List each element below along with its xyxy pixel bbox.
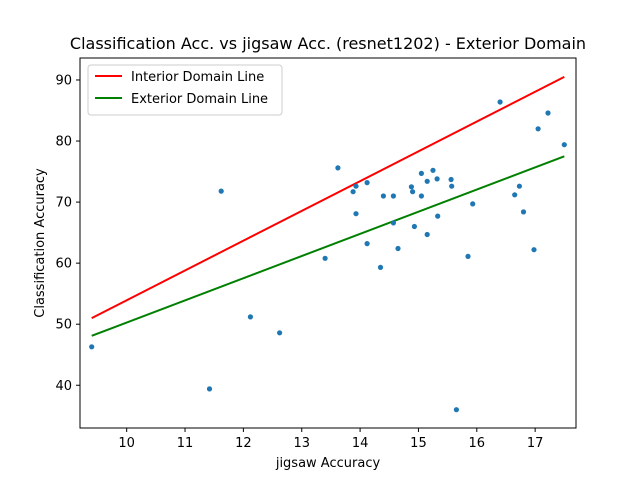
plot-area bbox=[89, 76, 567, 413]
y-tick-label: 70 bbox=[55, 196, 72, 211]
series-line-1 bbox=[91, 155, 565, 337]
x-tick-label: 17 bbox=[527, 436, 544, 451]
chart-title: Classification Acc. vs jigsaw Acc. (resn… bbox=[70, 34, 586, 53]
y-tick-label: 40 bbox=[55, 379, 72, 394]
y-tick-label: 80 bbox=[55, 135, 72, 150]
data-point bbox=[561, 142, 567, 148]
x-tick-label: 10 bbox=[118, 436, 135, 451]
data-point bbox=[531, 247, 537, 253]
data-point bbox=[512, 192, 518, 198]
data-point bbox=[435, 213, 441, 219]
x-tick-label: 12 bbox=[235, 436, 252, 451]
legend-label-0: Interior Domain Line bbox=[131, 70, 264, 85]
data-point bbox=[448, 176, 454, 183]
data-point bbox=[89, 344, 95, 350]
x-tick-label: 13 bbox=[293, 436, 310, 451]
legend-label-1: Exterior Domain Line bbox=[131, 92, 268, 107]
data-point bbox=[247, 314, 253, 320]
data-point bbox=[408, 184, 414, 190]
legend-box bbox=[87, 64, 283, 116]
data-point bbox=[335, 165, 341, 171]
data-point bbox=[364, 241, 370, 247]
data-point bbox=[353, 183, 359, 189]
y-axis: 40 50 60 70 80 90 bbox=[55, 73, 80, 394]
data-point bbox=[390, 193, 396, 199]
data-point bbox=[395, 245, 401, 252]
data-point bbox=[535, 126, 541, 132]
data-point bbox=[516, 183, 523, 189]
data-point bbox=[424, 231, 430, 238]
data-point bbox=[411, 223, 417, 230]
series-line-0 bbox=[91, 76, 565, 319]
x-axis-label: jigsaw Accuracy bbox=[275, 456, 381, 471]
data-point bbox=[424, 178, 430, 184]
data-point bbox=[380, 193, 386, 199]
data-point bbox=[465, 253, 471, 259]
x-tick-label: 14 bbox=[352, 436, 369, 451]
data-point bbox=[418, 193, 424, 199]
x-tick-label: 16 bbox=[469, 436, 486, 451]
data-point bbox=[520, 209, 527, 215]
data-point bbox=[322, 255, 328, 261]
data-point bbox=[377, 264, 384, 270]
data-point bbox=[350, 189, 356, 195]
data-point bbox=[453, 407, 459, 413]
data-point bbox=[218, 188, 224, 194]
data-point bbox=[418, 170, 424, 176]
y-tick-label: 90 bbox=[55, 73, 72, 88]
data-point bbox=[449, 183, 455, 189]
axes-frame bbox=[79, 57, 577, 429]
data-point bbox=[353, 211, 359, 217]
y-axis-label: Classification Accuracy bbox=[33, 168, 48, 318]
y-tick-label: 60 bbox=[55, 257, 72, 272]
x-tick-label: 15 bbox=[410, 436, 427, 451]
data-point bbox=[206, 386, 213, 392]
data-point bbox=[497, 99, 503, 105]
data-point bbox=[410, 189, 416, 195]
x-axis: 10 11 12 13 14 15 16 17 bbox=[118, 428, 543, 451]
data-point bbox=[364, 180, 370, 186]
legend: Interior Domain Line Exterior Domain Line bbox=[87, 64, 283, 116]
data-point bbox=[470, 201, 476, 207]
data-point bbox=[390, 220, 396, 226]
x-tick-label: 11 bbox=[177, 436, 194, 451]
data-point bbox=[434, 176, 440, 182]
y-tick-label: 50 bbox=[55, 318, 72, 333]
data-point bbox=[430, 167, 436, 173]
data-point bbox=[277, 330, 283, 336]
data-point bbox=[545, 110, 551, 116]
